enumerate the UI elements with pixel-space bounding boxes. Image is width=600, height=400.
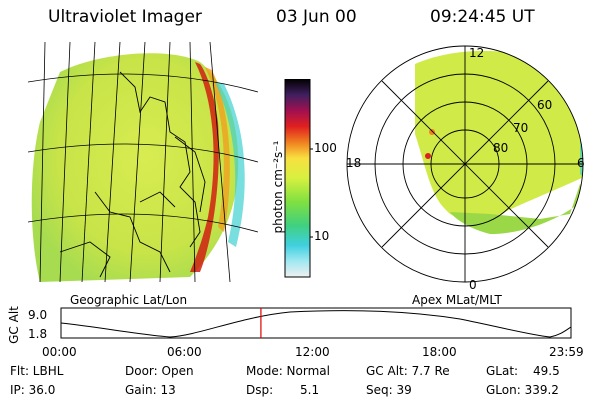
altitude-ytick-9: 9.0 (28, 308, 48, 322)
left-map-disk (31, 53, 239, 282)
status-glat-value: 49.5 (533, 364, 560, 378)
altitude-xtick-4: 23:59 (549, 345, 584, 359)
mlat-label-70: 70 (513, 121, 529, 135)
time-label: 09:24:45 UT (430, 7, 535, 27)
altitude-xtick-1: 06:00 (167, 345, 202, 359)
status-ip: IP: 36.0 (10, 383, 56, 397)
altitude-ytick-1: 1.8 (28, 327, 48, 341)
mlat-label-80: 80 (493, 141, 509, 155)
status-seq: Seq: 39 (366, 383, 412, 397)
mlt-label-6: 6 (577, 156, 585, 170)
mlt-label-12: 12 (469, 46, 485, 60)
status-gcalt: GC Alt: 7.7 Re (366, 364, 450, 378)
status-glon: GLon: 339.2 (486, 383, 559, 397)
polar-mlt-map (346, 45, 584, 283)
mlt-label-18: 18 (346, 156, 362, 170)
status-mode: Mode: Normal (246, 364, 330, 378)
geographic-map (28, 42, 258, 282)
altitude-plot (60, 307, 572, 339)
status-glat: GLat: (486, 364, 519, 378)
intensity-colorbar (284, 79, 313, 278)
status-flt: Flt: LBHL (10, 364, 64, 378)
instrument-title: Ultraviolet Imager (48, 7, 202, 27)
polar-aurora-fill (415, 50, 583, 222)
colorbar-tick-10: 10 (314, 229, 330, 243)
colorbar-unit-label: photon cm⁻²s⁻¹ (271, 140, 285, 234)
mlat-label-60: 60 (537, 98, 553, 112)
mlt-label-0: 0 (469, 278, 477, 292)
status-dsp: Dsp: (246, 383, 274, 397)
date-label: 03 Jun 00 (276, 7, 357, 27)
altitude-xtick-0: 00:00 (42, 345, 77, 359)
status-dsp-value: 5.1 (300, 383, 320, 397)
altitude-xtick-3: 18:00 (422, 345, 457, 359)
altitude-xtick-2: 12:00 (295, 345, 330, 359)
colorbar-tick-100: 100 (314, 141, 337, 155)
status-gain: Gain: 13 (125, 383, 176, 397)
left-map-caption: Geographic Lat/Lon (70, 293, 188, 307)
status-door: Door: Open (125, 364, 194, 378)
altitude-curve (60, 310, 572, 338)
left-map-glow (190, 62, 219, 272)
altitude-ylabel: GC Alt (7, 306, 21, 344)
right-map-caption: Apex MLat/MLT (412, 293, 502, 307)
